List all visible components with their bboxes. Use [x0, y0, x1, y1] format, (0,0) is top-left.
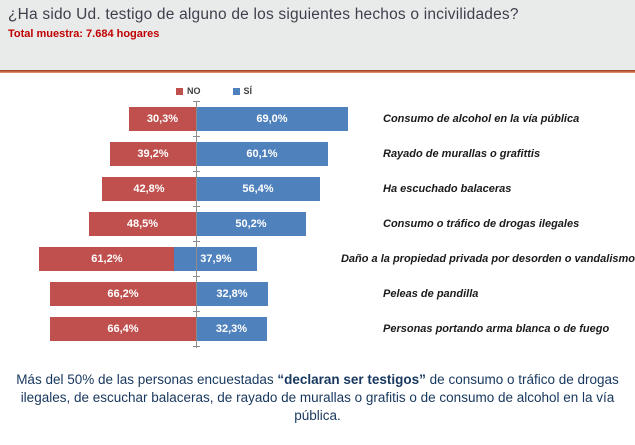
- bar-si: 50,2%: [196, 212, 306, 236]
- axis-tick: [193, 136, 200, 137]
- conclusion-text: Más del 50% de las personas encuestadas …: [15, 371, 621, 424]
- bar-value-si: 37,9%: [200, 253, 232, 265]
- bar-value-no: 66,4%: [107, 323, 139, 335]
- category-label: Ha escuchado balaceras: [383, 183, 512, 195]
- si-color-swatch: [232, 87, 240, 95]
- bar-value-si: 56,4%: [242, 183, 274, 195]
- category-label: Consumo de alcohol en la vía pública: [383, 113, 580, 125]
- header: ¿Ha sido Ud. testigo de alguno de los si…: [0, 0, 635, 70]
- plot-area: 30,3% 69,0% Consumo de alcohol en la vía…: [0, 101, 635, 348]
- axis-tick: [193, 276, 200, 277]
- bar-row: 66,2% 32,8% Peleas de pandilla: [0, 282, 635, 306]
- axis-tick: [193, 101, 200, 102]
- axis-tick: [193, 206, 200, 207]
- axis-tick: [193, 311, 200, 312]
- bar-no: 66,4%: [50, 317, 196, 341]
- legend-item-no: NO: [176, 86, 201, 96]
- conclusion-text-bold: “declaran ser testigos”: [277, 372, 426, 387]
- axis-tick: [193, 171, 200, 172]
- axis-tick: [193, 346, 200, 347]
- bar-no: 61,2%: [39, 247, 175, 271]
- bar-value-no: 30,3%: [146, 113, 179, 125]
- no-color-swatch: [176, 87, 183, 95]
- bar-value-no: 39,2%: [137, 148, 169, 160]
- bar-row: 39,2% 60,1% Rayado de murallas o grafitt…: [0, 142, 635, 166]
- chart-legend: NO SÍ: [176, 85, 635, 97]
- conclusion-text-post: de consumo o tráfico de drogas ilegales,…: [20, 372, 619, 423]
- bar-value-si: 32,8%: [216, 288, 248, 300]
- legend-label-si: SÍ: [243, 86, 253, 96]
- bar-value-no: 66,2%: [107, 288, 139, 300]
- bar-si: 37,9%: [174, 247, 258, 271]
- bar-si: 69,0%: [196, 107, 348, 131]
- sample-size-note: Total muestra: 7.684 hogares: [8, 28, 160, 40]
- bar-value-si: 69,0%: [256, 113, 288, 125]
- bar-value-si: 50,2%: [235, 218, 267, 230]
- bar-si: 32,8%: [196, 282, 268, 306]
- axis-tick: [193, 241, 200, 242]
- bar-value-si: 60,1%: [246, 148, 278, 160]
- category-label: Personas portando arma blanca o de fuego: [383, 323, 610, 335]
- bar-row: 42,8% 56,4% Ha escuchado balaceras: [0, 177, 635, 201]
- bar-no: 39,2%: [110, 142, 196, 166]
- category-label: Peleas de pandilla: [383, 288, 479, 300]
- category-label: Daño a la propiedad privada por desorden…: [340, 253, 635, 265]
- bar-value-no: 61,2%: [91, 253, 123, 265]
- bar-value-no: 42,8%: [133, 183, 165, 195]
- bar-si: 60,1%: [196, 142, 328, 166]
- legend-label-no: NO: [187, 86, 201, 96]
- bar-si: 32,3%: [196, 317, 267, 341]
- bar-no: 42,8%: [102, 177, 196, 201]
- bar-row: 66,4% 32,3% Personas portando arma blanc…: [0, 317, 635, 341]
- page-title: ¿Ha sido Ud. testigo de alguno de los si…: [8, 6, 519, 23]
- category-label: Rayado de murallas o grafittis: [383, 148, 541, 160]
- header-divider-line: [0, 70, 635, 73]
- bar-no: 30,3%: [129, 107, 196, 131]
- bar-row: 30,3% 69,0% Consumo de alcohol en la vía…: [0, 107, 635, 131]
- bar-value-si: 32,3%: [215, 323, 248, 335]
- category-axis: [193, 101, 200, 348]
- bar-row: 61,2% 37,9% Daño a la propiedad privada …: [0, 247, 635, 271]
- conclusion-text-pre: Más del 50% de las personas encuestadas: [16, 372, 278, 387]
- legend-item-si: SÍ: [232, 86, 253, 96]
- category-label: Consumo o tráfico de drogas ilegales: [383, 218, 580, 230]
- diverging-bar-chart: NO SÍ 30,3% 69,0% Consumo de alcohol en …: [0, 73, 635, 348]
- bar-si: 56,4%: [196, 177, 320, 201]
- bar-row: 48,5% 50,2% Consumo o tráfico de drogas …: [0, 212, 635, 236]
- bar-no: 48,5%: [89, 212, 196, 236]
- bar-value-no: 48,5%: [126, 218, 159, 230]
- bar-no: 66,2%: [50, 282, 196, 306]
